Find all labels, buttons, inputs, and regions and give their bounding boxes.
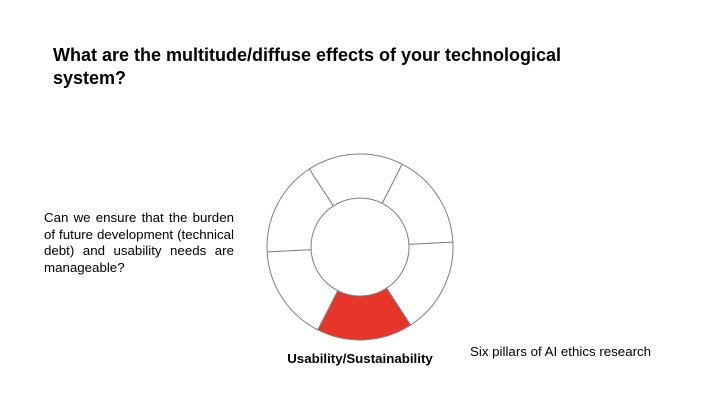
caption: Six pillars of AI ethics research — [470, 344, 652, 359]
slide-title: What are the multitude/diffuse effects o… — [53, 45, 562, 88]
six-pillars-wheel — [266, 153, 454, 341]
wheel-segment — [385, 241, 454, 326]
pillar-label: Usability/Sustainability — [287, 351, 433, 366]
question-text: Can we ensure that the burden of future … — [44, 210, 234, 275]
wheel-segments — [266, 153, 454, 341]
